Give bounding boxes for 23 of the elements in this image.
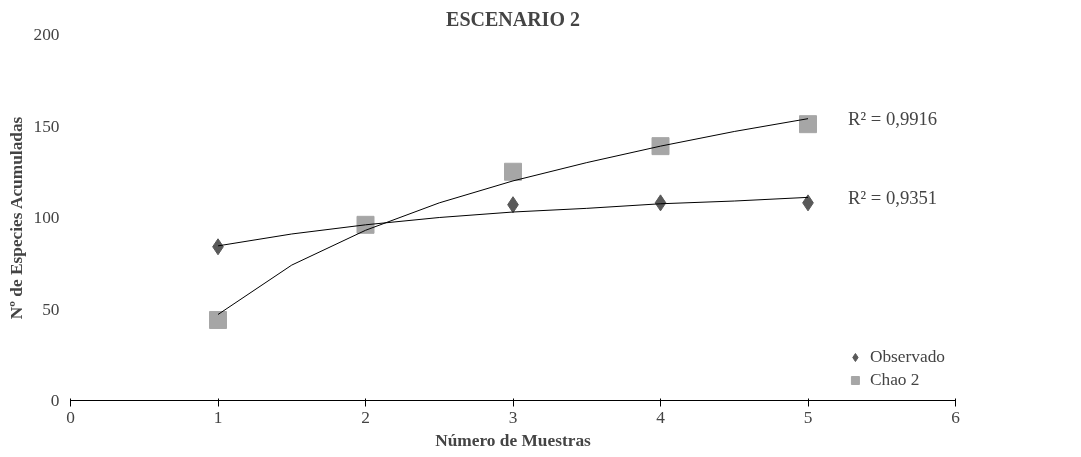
y-tick-label: 100 (33, 208, 60, 227)
x-tick-label: 3 (508, 407, 518, 427)
y-tick-label: 150 (33, 116, 60, 136)
x-tick-label: 6 (951, 407, 961, 427)
legend-label: Chao 2 (869, 370, 920, 390)
point (799, 115, 817, 134)
x-tick-label: 0 (66, 407, 75, 427)
point (504, 162, 522, 181)
point (651, 137, 670, 156)
x-tick-label: 1 (213, 407, 223, 427)
y-axis-title: Nº de Especies Acumuladas (6, 116, 26, 320)
x-tick-label: 4 (656, 407, 666, 427)
point (209, 310, 227, 329)
y-tick-label: 0 (50, 391, 60, 410)
y-tick-label: 200 (33, 25, 60, 44)
legend-label: Observado (869, 347, 945, 367)
x-tick-label: 2 (361, 407, 370, 427)
x-tick-label: 5 (803, 407, 813, 427)
annotation: R² = 0,9351 (848, 186, 938, 208)
chart-title: ESCENARIO 2 (446, 7, 580, 30)
annotation: R² = 0,9916 (848, 108, 938, 130)
x-axis-title: Número de Muestras (435, 430, 592, 450)
y-tick-label: 50 (42, 299, 60, 319)
